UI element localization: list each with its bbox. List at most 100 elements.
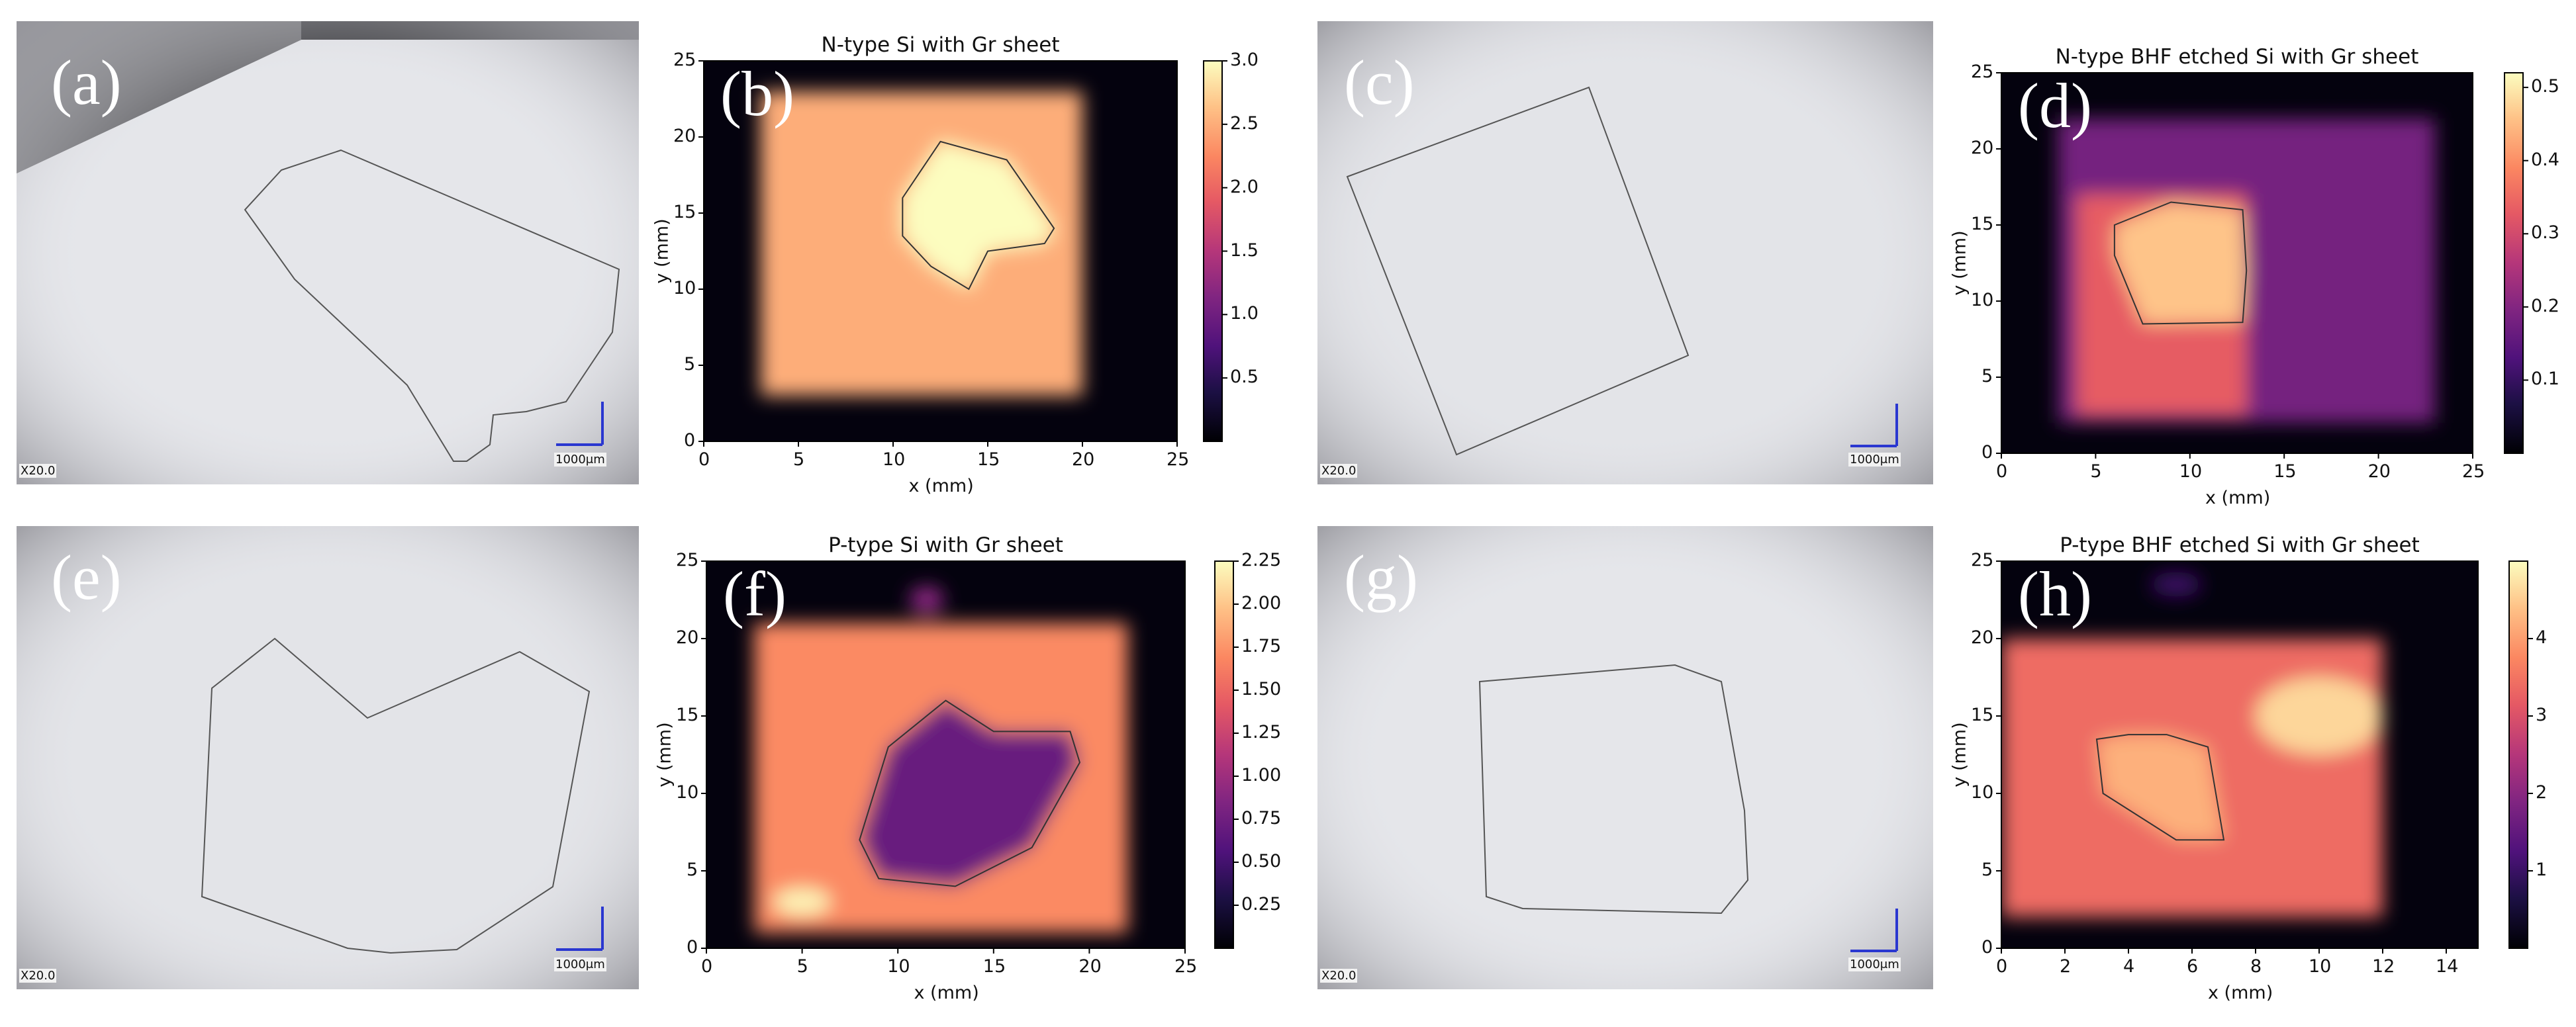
x-tick-label: 10 (2309, 956, 2332, 977)
scale-bar-label: 1000μm (554, 958, 606, 971)
colorbar-tick-label: 3 (2536, 705, 2548, 725)
colorbar-tick-label: 4 (2536, 627, 2548, 648)
y-tick-label: 15 (1971, 214, 1994, 234)
heatmap-region-2 (2097, 735, 2224, 840)
y-tick-label: 5 (1981, 860, 1993, 880)
heatmap-region-1 (902, 141, 1055, 289)
chart-title: N-type Si with Gr sheet (821, 33, 1060, 57)
x-axis-label: x (mm) (914, 983, 979, 1003)
flake-outline (1346, 86, 1690, 456)
flake-outline (244, 149, 620, 462)
x-tick-label: 25 (2462, 461, 2485, 482)
colorbar-tick-label: 1.75 (1241, 636, 1282, 656)
plot-frame (706, 560, 1186, 949)
x-tick-label: 20 (1078, 956, 1102, 977)
micrograph-e-image (17, 526, 639, 989)
plot-frame (2001, 72, 2473, 454)
y-tick-label: 15 (673, 202, 696, 222)
colorbar-tick-label: 3.0 (1230, 50, 1259, 70)
y-tick-label: 0 (1981, 442, 1993, 463)
x-tick-label: 12 (2372, 956, 2395, 977)
micrograph-c-image (1317, 21, 1933, 484)
scale-bar-label: 1000μm (1848, 453, 1901, 467)
micrograph-g: (g) X20.0 1000μm (1317, 526, 1933, 989)
colorbar-tick-label: 0.2 (2531, 295, 2559, 316)
scale-bar-label: 1000μm (1848, 958, 1901, 971)
colorbar-tick-label: 0.1 (2531, 369, 2559, 390)
y-tick-label: 15 (1971, 705, 1994, 725)
colorbar-tick-label: 0.3 (2531, 222, 2559, 244)
x-tick-label: 0 (698, 449, 710, 470)
y-tick-label: 5 (1981, 366, 1993, 386)
chart-title: P-type BHF etched Si with Gr sheet (2060, 533, 2420, 557)
colorbar-tick-label: 2.00 (1241, 593, 1282, 613)
colorbar-tick-label: 2.5 (1230, 112, 1259, 134)
micrograph-g-image (1317, 526, 1933, 989)
x-axis-label: x (mm) (2205, 488, 2271, 508)
heatmap-region-3 (2150, 572, 2202, 597)
flake-outline (2113, 201, 2248, 325)
x-tick-label: 8 (2250, 956, 2262, 977)
y-axis-label: y (mm) (1949, 721, 1970, 787)
x-tick-label: 6 (2187, 956, 2199, 977)
flake-outline (1478, 664, 1749, 915)
panel-label: (h) (2018, 558, 2092, 629)
y-tick-label: 10 (1971, 290, 1994, 310)
y-tick-label: 25 (1971, 550, 1994, 570)
y-tick-label: 20 (673, 126, 696, 146)
x-tick-label: 0 (1996, 956, 2008, 977)
y-axis-label: y (mm) (1949, 230, 1970, 296)
colorbar-tick-label: 1.0 (1230, 303, 1259, 324)
heatmap-region-1 (859, 700, 1080, 887)
x-tick-label: 20 (1072, 449, 1095, 470)
flake-outline (902, 140, 1055, 290)
y-tick-label: 20 (1971, 627, 1994, 648)
y-tick-label: 0 (1981, 937, 1993, 958)
magnification-label: X20.0 (1320, 464, 1358, 478)
x-tick-label: 10 (887, 956, 910, 977)
y-tick-label: 15 (676, 705, 699, 725)
plot-frame (2001, 560, 2479, 949)
y-axis-label: y (mm) (654, 721, 675, 787)
y-tick-label: 10 (1971, 782, 1994, 803)
x-tick-label: 10 (883, 449, 906, 470)
magnification-label: X20.0 (19, 464, 57, 478)
y-tick-label: 10 (673, 278, 696, 298)
y-tick-label: 0 (684, 430, 696, 451)
y-axis-label: y (mm) (651, 218, 673, 284)
heatmap-region-3 (909, 586, 944, 614)
x-tick-label: 4 (2123, 956, 2135, 977)
colorbar (1203, 60, 1223, 442)
colorbar-tick-label: 0.75 (1241, 808, 1282, 828)
colorbar (2504, 72, 2524, 454)
heatmap-region-1 (2256, 677, 2383, 755)
panel-label: (g) (1344, 542, 1418, 613)
panel-label: (f) (723, 558, 787, 629)
y-tick-label: 20 (1971, 138, 1994, 158)
panel-label: (b) (720, 58, 794, 129)
micrograph-c: (c) X20.0 1000μm (1317, 21, 1933, 484)
colorbar-tick-label: 1.5 (1230, 240, 1259, 261)
colorbar-tick-label: 2 (2536, 782, 2548, 803)
flake-outline (859, 699, 1081, 887)
y-tick-label: 0 (687, 937, 698, 958)
x-tick-label: 5 (796, 956, 808, 977)
colorbar-tick-label: 0.5 (1230, 367, 1259, 388)
x-tick-label: 25 (1174, 956, 1198, 977)
colorbar-tick-label: 2.0 (1230, 176, 1259, 197)
chart-title: N-type BHF etched Si with Gr sheet (2055, 45, 2419, 69)
x-tick-label: 10 (2179, 461, 2203, 482)
x-tick-label: 5 (793, 449, 805, 470)
y-tick-label: 25 (673, 50, 696, 70)
y-tick-label: 25 (1971, 62, 1994, 82)
colorbar-tick-label: 2.25 (1241, 550, 1282, 570)
colorbar-tick-label: 0.4 (2531, 149, 2559, 170)
flake-outline (2095, 734, 2225, 841)
panel-label: (d) (2018, 70, 2092, 141)
colorbar (2508, 560, 2528, 949)
micrograph-e: (e) X20.0 1000μm (17, 526, 639, 989)
x-tick-label: 20 (2367, 461, 2391, 482)
